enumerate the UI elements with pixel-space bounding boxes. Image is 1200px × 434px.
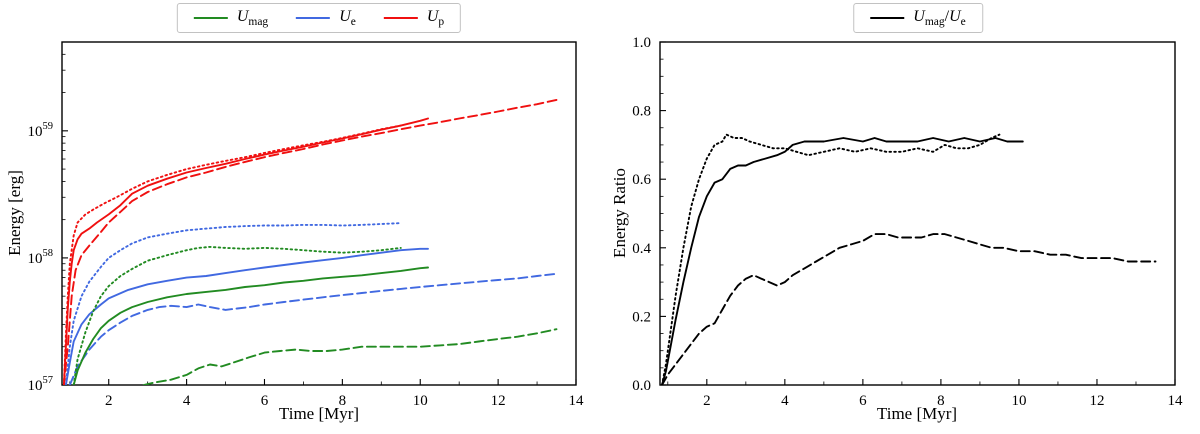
- x-tick-label: 6: [261, 393, 269, 409]
- ratio-xaxis-label: Time [Myr]: [876, 404, 958, 423]
- ue-subscript: e: [350, 16, 356, 29]
- legend-item-ue: Ue: [296, 8, 356, 28]
- x-tick-label: 8: [937, 393, 945, 409]
- axes-frame: [61, 41, 577, 386]
- x-tick-label: 14: [569, 393, 585, 409]
- ratio-legend: Umag/Ue: [853, 3, 983, 34]
- up-subscript: p: [438, 16, 445, 29]
- y-tick-label: 0.0: [632, 378, 651, 394]
- umag-label: Umag: [237, 8, 268, 28]
- series-ratio-solid: [661, 137, 1024, 385]
- x-tick-label: 4: [781, 393, 789, 409]
- series-Ue-dotted: [64, 222, 402, 385]
- energy-yaxis-label: Energy [erg]: [5, 170, 24, 256]
- x-tick-label: 2: [105, 393, 113, 409]
- x-tick-label: 8: [339, 393, 347, 409]
- y-tick-label: 1059: [28, 121, 54, 140]
- x-tick-label: 14: [1168, 393, 1184, 409]
- series-Ue-dashed: [68, 272, 558, 385]
- legend-item-up: Up: [383, 8, 444, 28]
- y-tick-label: 1057: [28, 375, 54, 394]
- series-Umag-solid: [72, 266, 429, 385]
- umag-subscript: mag: [248, 16, 269, 29]
- ue-symbol: U: [339, 8, 351, 25]
- ratio-subscript-1: mag: [924, 16, 945, 29]
- x-tick-label: 4: [183, 393, 191, 409]
- x-tick-label: 6: [859, 393, 867, 409]
- legend-item-ratio: Umag/Ue: [870, 8, 966, 28]
- up-label: Up: [427, 8, 444, 28]
- legend-item-umag: Umag: [193, 8, 268, 28]
- ratio-symbol-2: U: [949, 8, 961, 25]
- x-tick-label: 10: [1011, 393, 1026, 409]
- energy-chart: 2 4 6 8 10 12 14 1057 1058 1059: [28, 41, 585, 409]
- ratio-yaxis-label: Energy Ratio: [610, 168, 629, 258]
- ratio-subscript-2: e: [960, 16, 966, 29]
- energy-legend: Umag Ue Up: [176, 3, 462, 34]
- series-Ue-solid: [64, 247, 429, 385]
- x-tick-label: 2: [703, 393, 711, 409]
- series-Up-dotted: [62, 124, 402, 385]
- series-ratio-dashed: [661, 233, 1157, 385]
- up-symbol: U: [426, 8, 439, 25]
- y-tick-label: 0.6: [632, 172, 651, 188]
- ratio-panel: Umag/Ue 2 4 6 8 10 12 14 0.0 0.2 0.4 0.6 0.8 1.0 Tim…: [600, 0, 1200, 434]
- x-tick-label: 12: [491, 393, 506, 409]
- series-ratio-dotted: [661, 133, 1001, 385]
- ratio-label: Umag/Ue: [913, 8, 966, 28]
- umag-symbol: U: [236, 8, 249, 25]
- ratio-symbol-1: U: [913, 8, 925, 25]
- ratio-slash: /: [944, 8, 950, 25]
- ratio-chart: 2 4 6 8 10 12 14 0.0 0.2 0.4 0.6 0.8 1.0: [632, 35, 1184, 409]
- up-line-sample: [383, 17, 418, 20]
- ue-label: Ue: [339, 8, 356, 28]
- series-Umag-dashed: [142, 328, 558, 385]
- y-tick-label: 0.2: [632, 309, 651, 325]
- y-tick-label: 0.4: [632, 241, 651, 257]
- series-Up-dashed: [62, 98, 558, 385]
- x-tick-label: 10: [413, 393, 428, 409]
- energy-panel: Umag Ue Up 2 4 6 8 10 12 14 1057 1058 1059 Time […: [5, 3, 585, 423]
- y-tick-label: 0.8: [632, 104, 651, 120]
- ratio-line-sample: [870, 17, 905, 20]
- y-tick-label: 1058: [28, 248, 54, 267]
- umag-line-sample: [193, 17, 228, 20]
- x-tick-label: 12: [1089, 393, 1104, 409]
- ue-line-sample: [296, 17, 331, 20]
- y-tick-label: 1.0: [632, 35, 651, 51]
- axes-frame: [659, 41, 1176, 386]
- energy-xaxis-label: Time [Myr]: [278, 404, 360, 423]
- series-Umag-dotted: [72, 245, 402, 385]
